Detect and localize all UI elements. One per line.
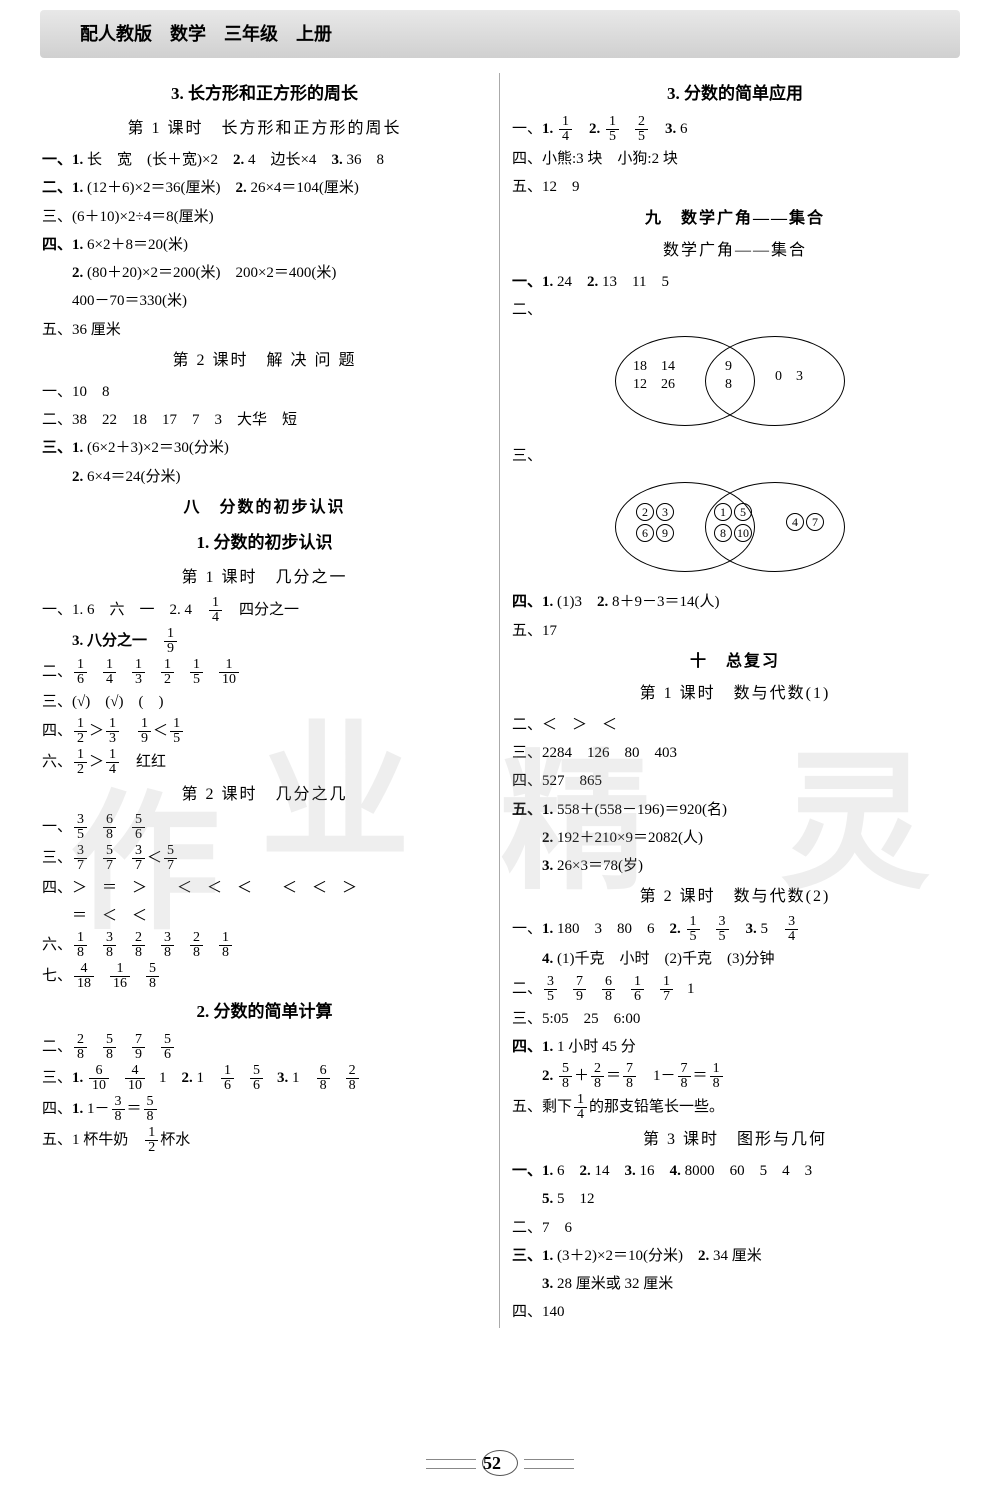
answer-line: 五、剩下14的那支铅笔长一些。 — [512, 1093, 958, 1122]
answer-line: 二、1. (12＋6)×2＝36(厘米) 2. 26×4＝104(厘米) — [42, 175, 487, 201]
answer-line: 三、2284 126 80 403 — [512, 740, 958, 766]
answer-line: 二、＜ ＞ ＜ — [512, 712, 958, 738]
venn-diagram-2: 2369 15810 47 — [605, 474, 865, 584]
lesson-title: 第 1 课时 数与代数(1) — [512, 680, 958, 708]
section-title: 1. 分数的初步认识 — [42, 528, 487, 558]
lesson-title: 第 2 课时 解 决 问 题 — [42, 347, 487, 375]
answer-line: 五、1 杯牛奶 12杯水 — [42, 1126, 487, 1155]
answer-line: 四、12＞13 19＜15 — [42, 717, 487, 746]
right-column: 3. 分数的简单应用 一、1. 14 2. 1525 3. 6 四、小熊:3 块… — [500, 73, 970, 1327]
lesson-title: 第 3 课时 图形与几何 — [512, 1126, 958, 1154]
answer-line: 五、1. 558＋(558－196)＝920(名) — [512, 797, 958, 823]
venn-mid-text: 15810 — [713, 502, 753, 542]
answer-line: 四、1. 6×2＋8＝20(米) — [42, 232, 487, 258]
left-column: 3. 长方形和正方形的周长 第 1 课时 长方形和正方形的周长 一、1. 长 宽… — [30, 73, 500, 1327]
lesson-title: 第 2 课时 数与代数(2) — [512, 883, 958, 911]
answer-line: 三、1. 6104101 2. 1 16563. 1 6828 — [42, 1064, 487, 1093]
venn-diagram-1: 18 1412 26 98 0 3 — [605, 328, 865, 438]
answer-line: 一、356856 — [42, 813, 487, 842]
answer-line: 三、(√) (√) ( ) — [42, 689, 487, 715]
answer-line: 一、10 8 — [42, 379, 487, 405]
answer-line: 二、 — [512, 297, 958, 323]
chapter-title: 十 总复习 — [512, 648, 958, 676]
answer-line: 4. (1)千克 小时 (2)千克 (3)分钟 — [512, 946, 958, 972]
answer-line: 五、17 — [512, 618, 958, 644]
answer-line: 四、1. 1－38＝58 — [42, 1095, 487, 1124]
answer-line: 三、5:05 25 6:00 — [512, 1006, 958, 1032]
venn-right-text: 47 — [785, 512, 825, 532]
answer-line: 2. 58＋28＝78 1－78＝18 — [512, 1062, 958, 1091]
answer-line: 三、(6＋10)×2÷4＝8(厘米) — [42, 204, 487, 230]
answer-line: 二、28587956 — [42, 1033, 487, 1062]
answer-line: 3. 28 厘米或 32 厘米 — [512, 1271, 958, 1297]
answer-line: 三、1. (3＋2)×2＝10(分米) 2. 34 厘米 — [512, 1243, 958, 1269]
answer-line: 二、7 6 — [512, 1215, 958, 1241]
answer-line: 一、1. 长 宽 (长＋宽)×2 2. 4 边长×4 3. 36 8 — [42, 147, 487, 173]
answer-line: 一、1. 6 2. 14 3. 16 4. 8000 60 5 4 3 — [512, 1158, 958, 1184]
section-title: 2. 分数的简单计算 — [42, 997, 487, 1027]
answer-line: 四、＞ ＝ ＞ ＜ ＜ ＜ ＜ ＜ ＞ — [42, 875, 487, 901]
venn-right-text: 0 3 — [775, 368, 803, 386]
answer-line: 四、1. 1 小时 45 分 — [512, 1034, 958, 1060]
answer-line: 六、12＞14 红红 — [42, 748, 487, 777]
section-title: 3. 长方形和正方形的周长 — [42, 79, 487, 109]
page-header: 配人教版 数学 三年级 上册 — [40, 10, 960, 58]
answer-line: 三、375737＜57 — [42, 844, 487, 873]
answer-line: 三、1. (6×2＋3)×2＝30(分米) — [42, 435, 487, 461]
answer-line: 400－70＝330(米) — [42, 288, 487, 314]
chapter-title: 八 分数的初步认识 — [42, 494, 487, 522]
answer-line: 一、1. 14 2. 1525 3. 6 — [512, 115, 958, 144]
venn-left-text: 2369 — [635, 502, 675, 542]
venn-left-text: 18 1412 26 — [633, 358, 675, 394]
answer-line: 四、140 — [512, 1299, 958, 1325]
answer-line: 2. (80＋20)×2＝200(米) 200×2＝400(米) — [42, 260, 487, 286]
answer-line: 六、183828382818 — [42, 931, 487, 960]
answer-line: 五、12 9 — [512, 174, 958, 200]
answer-line: 二、35796816171 — [512, 975, 958, 1004]
answer-line: 一、1. 180 3 80 6 2. 1535 3. 5 34 — [512, 915, 958, 944]
lesson-title: 第 1 课时 长方形和正方形的周长 — [42, 115, 487, 143]
page-number: 52 — [420, 1447, 580, 1479]
answer-line: 3. 26×3＝78(岁) — [512, 853, 958, 879]
answer-line: 5. 5 12 — [512, 1186, 958, 1212]
answer-line: 四、小熊:3 块 小狗:2 块 — [512, 146, 958, 172]
venn-mid-text: 98 — [725, 358, 732, 394]
lesson-title: 数学广角——集合 — [512, 237, 958, 265]
answer-line: 一、1. 24 2. 13 11 5 — [512, 269, 958, 295]
section-title: 3. 分数的简单应用 — [512, 79, 958, 109]
answer-line: 2. 192＋210×9＝2082(人) — [512, 825, 958, 851]
answer-line: 四、1. (1)3 2. 8＋9－3＝14(人) — [512, 589, 958, 615]
answer-line: 七、41811658 — [42, 962, 487, 991]
answer-line: ＝ ＜ ＜ — [42, 903, 487, 929]
answer-line: 五、36 厘米 — [42, 317, 487, 343]
lesson-title: 第 1 课时 几分之一 — [42, 564, 487, 592]
answer-line: 3. 八分之一 19 — [42, 627, 487, 656]
chapter-title: 九 数学广角——集合 — [512, 205, 958, 233]
answer-line: 二、38 22 18 17 7 3 大华 短 — [42, 407, 487, 433]
answer-line: 一、1. 6 六 一 2. 4 14 四分之一 — [42, 596, 487, 625]
answer-line: 二、1614131215110 — [42, 658, 487, 687]
answer-line: 四、527 865 — [512, 768, 958, 794]
answer-line: 三、 — [512, 443, 958, 469]
answer-line: 2. 6×4＝24(分米) — [42, 464, 487, 490]
lesson-title: 第 2 课时 几分之几 — [42, 781, 487, 809]
two-column-layout: 3. 长方形和正方形的周长 第 1 课时 长方形和正方形的周长 一、1. 长 宽… — [0, 73, 1000, 1327]
